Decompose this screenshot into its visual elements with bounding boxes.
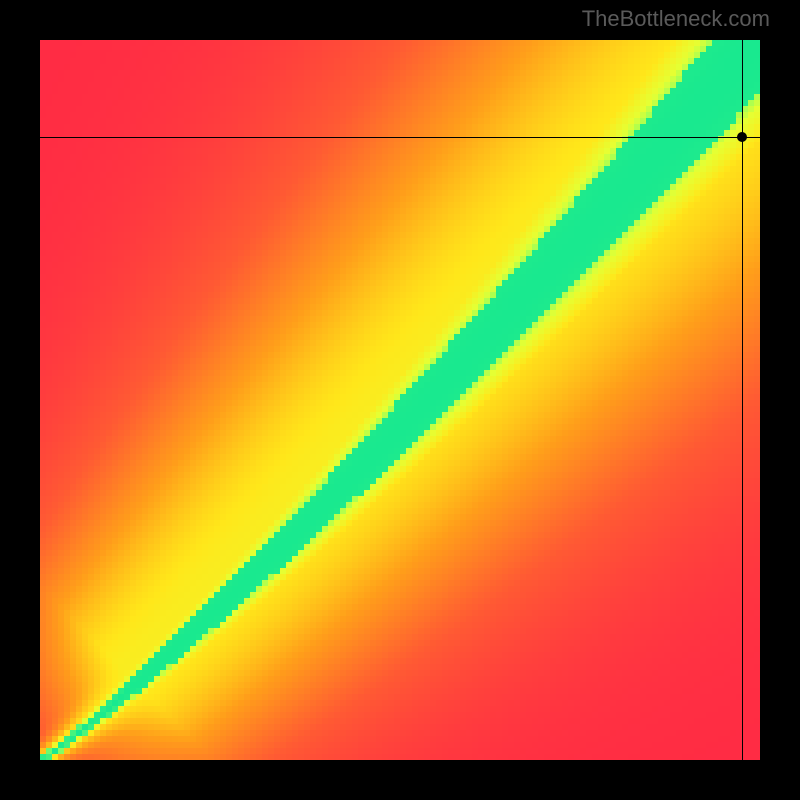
plot-area — [40, 40, 760, 760]
crosshair-marker-dot — [737, 132, 747, 142]
bottleneck-heatmap — [40, 40, 760, 760]
watermark-text: TheBottleneck.com — [582, 6, 770, 32]
crosshair-vertical-line — [742, 40, 743, 760]
crosshair-horizontal-line — [40, 137, 760, 138]
